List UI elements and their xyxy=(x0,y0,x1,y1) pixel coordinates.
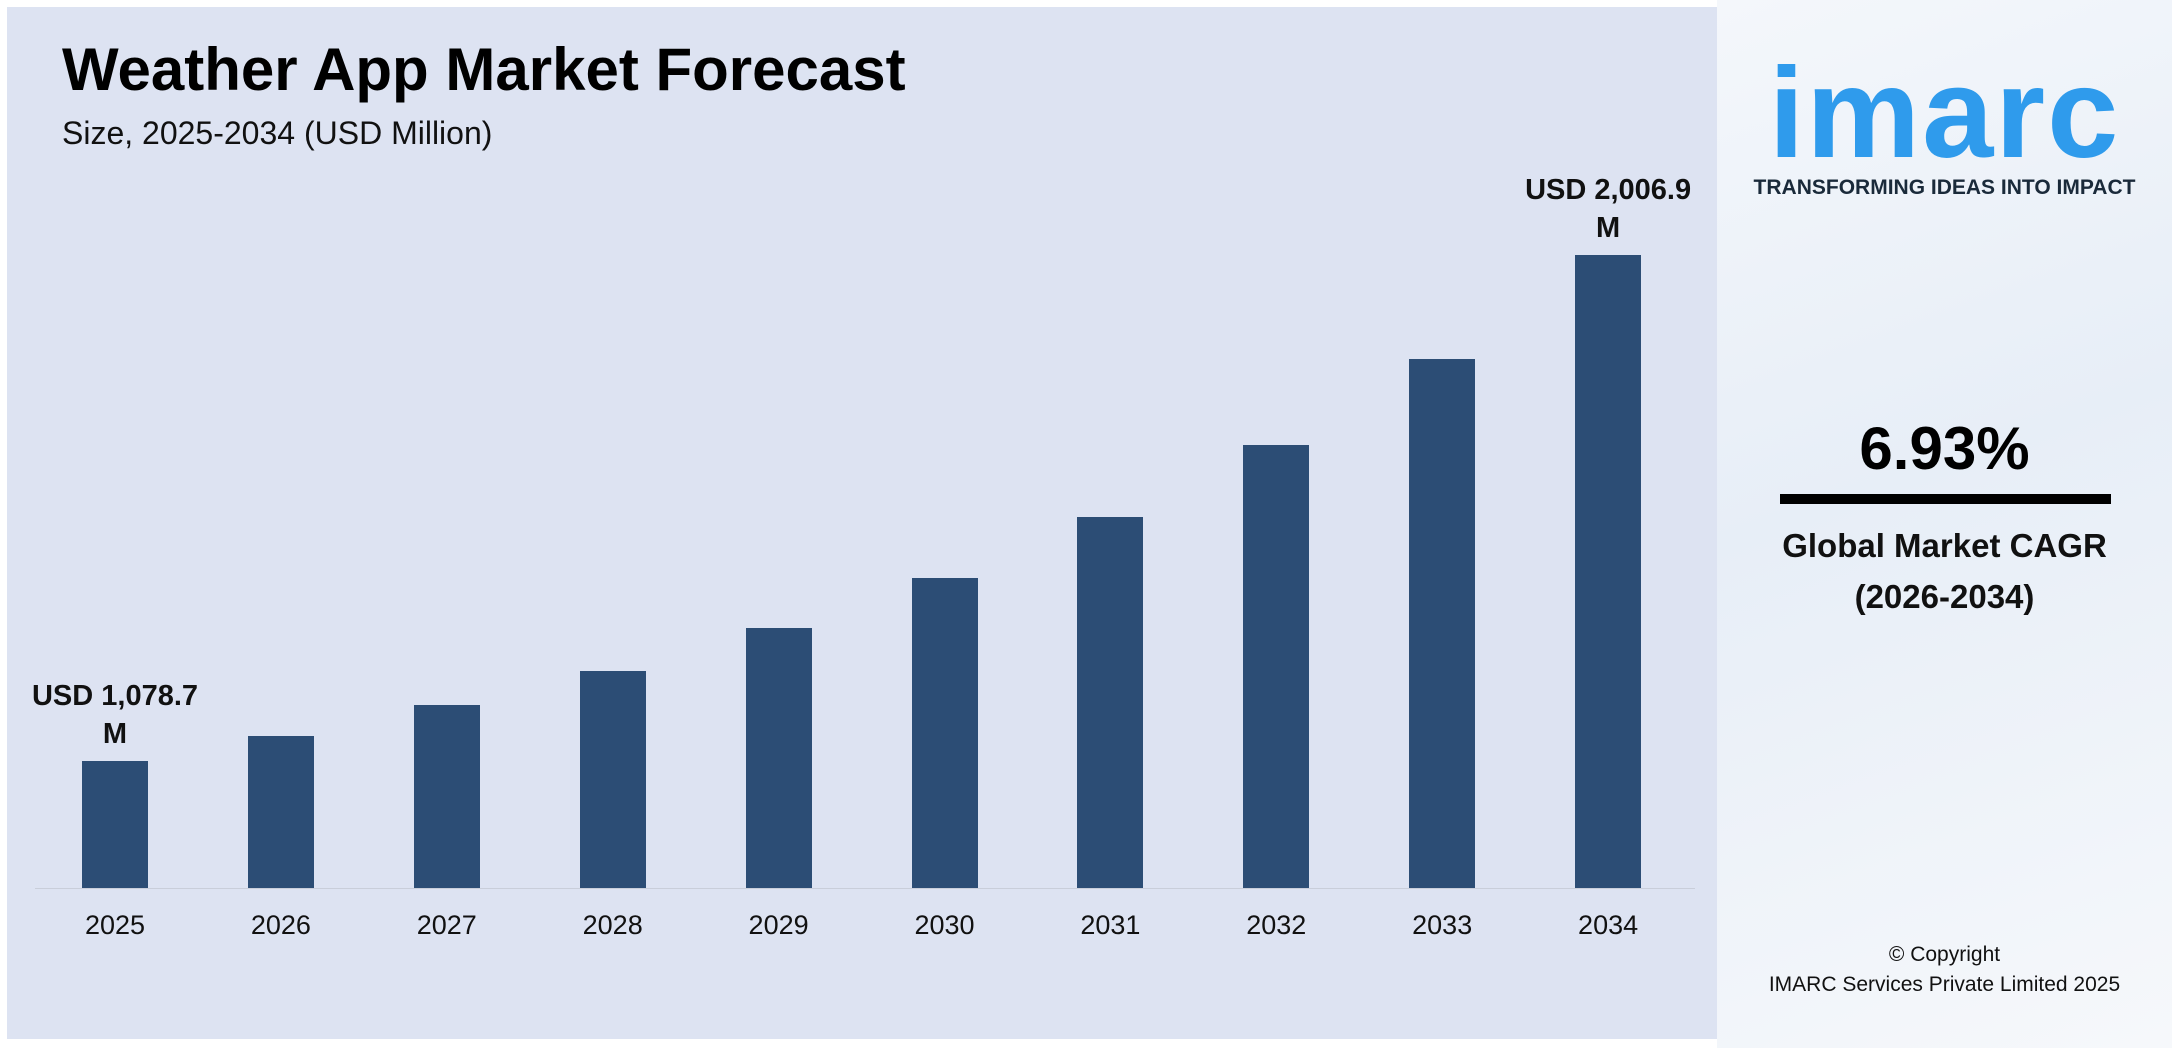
x-axis-line xyxy=(35,888,1695,889)
divider xyxy=(1780,494,2111,504)
x-tick-label: 2026 xyxy=(250,910,311,940)
chart-panel: Weather App Market Forecast Size, 2025-2… xyxy=(7,7,1717,1039)
bar xyxy=(1409,359,1476,888)
x-tick-label: 2033 xyxy=(1412,910,1473,940)
data-label: USD 2,006.9 M xyxy=(1525,174,1692,245)
side-panel: imarc TRANSFORMING IDEAS INTO IMPACT 6.9… xyxy=(1717,0,2172,1048)
x-tick-label: 2034 xyxy=(1578,910,1639,940)
x-tick-label: 2029 xyxy=(748,910,809,940)
x-tick-label: 2027 xyxy=(416,910,477,940)
tagline: TRANSFORMING IDEAS INTO IMPACT xyxy=(1753,176,2136,199)
chart-subtitle: Size, 2025-2034 (USD Million) xyxy=(62,115,493,151)
x-tick-label: 2028 xyxy=(582,910,643,940)
logo: imarc xyxy=(1768,42,2121,185)
x-tick-label: 2032 xyxy=(1246,910,1307,940)
copyright: © Copyright xyxy=(1888,943,2001,966)
chart-title: Weather App Market Forecast xyxy=(62,36,906,103)
bar xyxy=(745,627,812,888)
x-tick-label: 2031 xyxy=(1080,910,1141,940)
cagr-label: Global Market CAGR xyxy=(1782,527,2107,564)
cagr-value: 6.93% xyxy=(1859,415,2030,482)
x-tick-label: 2025 xyxy=(84,910,146,940)
bar xyxy=(82,760,148,888)
x-tick-label: 2030 xyxy=(914,910,975,940)
bar xyxy=(911,578,978,888)
bar xyxy=(1077,517,1144,888)
company: IMARC Services Private Limited 2025 xyxy=(1768,973,2121,996)
cagr-period: (2026-2034) xyxy=(1854,578,2035,615)
bar xyxy=(579,670,646,888)
data-label: USD 1,078.7 M xyxy=(31,679,199,750)
bar xyxy=(247,735,314,888)
bar xyxy=(413,705,480,888)
bar xyxy=(1243,445,1310,888)
bar xyxy=(1575,255,1642,888)
